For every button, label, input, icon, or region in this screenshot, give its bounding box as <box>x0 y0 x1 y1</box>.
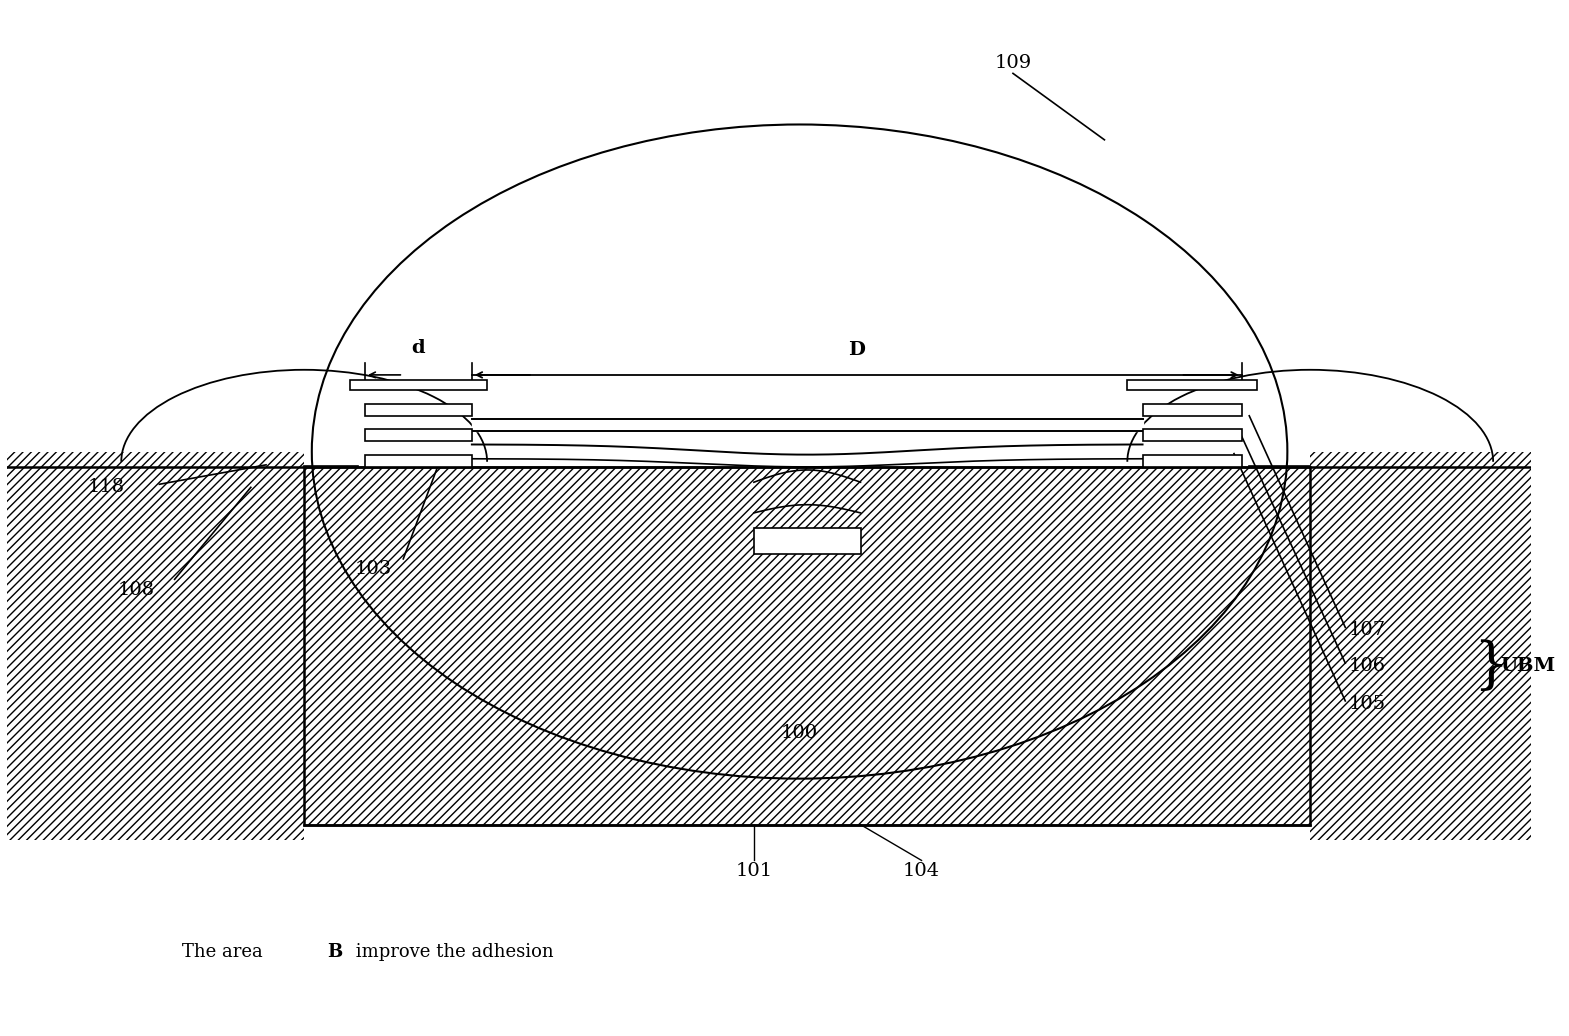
Text: 105: 105 <box>1348 695 1385 713</box>
Bar <box>753 528 860 554</box>
Text: 103: 103 <box>355 560 391 578</box>
Text: d: d <box>411 339 425 356</box>
Text: improve the adhesion: improve the adhesion <box>350 944 554 961</box>
Bar <box>366 429 472 441</box>
Bar <box>304 467 1310 825</box>
Text: 101: 101 <box>736 862 772 880</box>
Text: 109: 109 <box>995 54 1031 73</box>
Bar <box>1142 429 1241 441</box>
Bar <box>1310 452 1531 840</box>
Text: 107: 107 <box>1348 622 1385 639</box>
Text: 104: 104 <box>904 862 940 880</box>
Text: The area: The area <box>182 944 268 961</box>
Bar <box>1142 455 1241 467</box>
Bar <box>1127 380 1257 391</box>
Bar <box>366 455 472 467</box>
Text: 106: 106 <box>1348 657 1385 675</box>
Text: B: B <box>326 944 342 961</box>
Bar <box>1142 404 1241 415</box>
Bar <box>6 452 304 840</box>
Bar <box>366 404 472 415</box>
Text: }: } <box>1473 639 1508 693</box>
Text: UBM: UBM <box>1502 657 1556 675</box>
Text: 118: 118 <box>88 479 124 496</box>
Text: D: D <box>849 341 865 358</box>
Bar <box>350 380 486 391</box>
Text: 100: 100 <box>781 723 817 742</box>
Text: 108: 108 <box>118 580 155 599</box>
Bar <box>304 467 1310 825</box>
